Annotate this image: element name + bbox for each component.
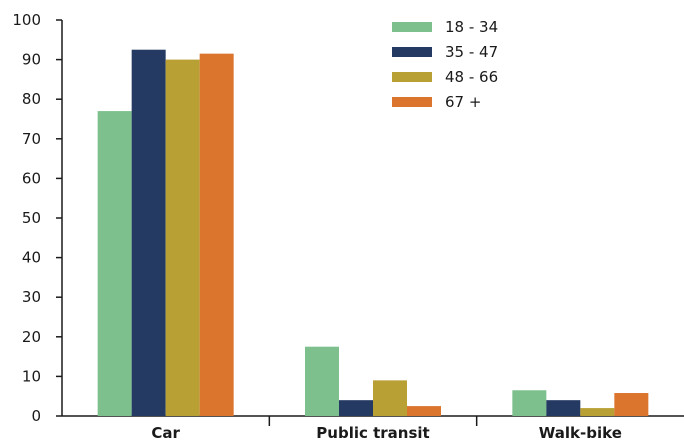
y-tick-label: 100 (12, 11, 41, 29)
x-axis: Car Public transit Walk-bike (62, 415, 684, 441)
bar (407, 406, 441, 416)
bar (614, 393, 649, 416)
legend-label: 35 - 47 (445, 43, 498, 61)
legend-swatch (392, 97, 432, 107)
y-tick-label: 90 (22, 51, 41, 69)
y-tick-label: 10 (22, 367, 41, 385)
x-tick-label: Walk-bike (539, 424, 622, 441)
legend-swatch (392, 22, 432, 32)
legend-label: 48 - 66 (445, 68, 498, 86)
bar (512, 390, 547, 416)
y-tick-label: 60 (22, 169, 41, 187)
y-tick-label: 70 (22, 130, 41, 148)
y-tick-label: 20 (22, 328, 41, 346)
bar (199, 53, 234, 416)
bar (546, 400, 581, 416)
legend-label: 18 - 34 (445, 18, 498, 36)
y-axis: 0 10 20 30 40 50 60 70 80 90 100 (12, 11, 63, 425)
y-tick-label: 30 (22, 288, 41, 306)
legend-swatch (392, 47, 432, 57)
bar (373, 380, 407, 416)
legend-label: 67 + (445, 93, 481, 111)
legend: 18 - 34 35 - 47 48 - 66 67 + (392, 18, 498, 111)
x-tick-label: Public transit (316, 424, 429, 441)
y-tick-label: 0 (31, 407, 41, 425)
bar (165, 59, 200, 416)
bar (580, 408, 615, 416)
bars (97, 49, 649, 416)
y-tick-label: 40 (22, 249, 41, 267)
y-tick-label: 80 (22, 90, 41, 108)
bar (131, 49, 166, 416)
bar (97, 111, 132, 416)
bar (339, 400, 373, 416)
bar (305, 346, 339, 416)
y-tick-label: 50 (22, 209, 41, 227)
x-tick-label: Car (151, 424, 180, 441)
legend-swatch (392, 72, 432, 82)
